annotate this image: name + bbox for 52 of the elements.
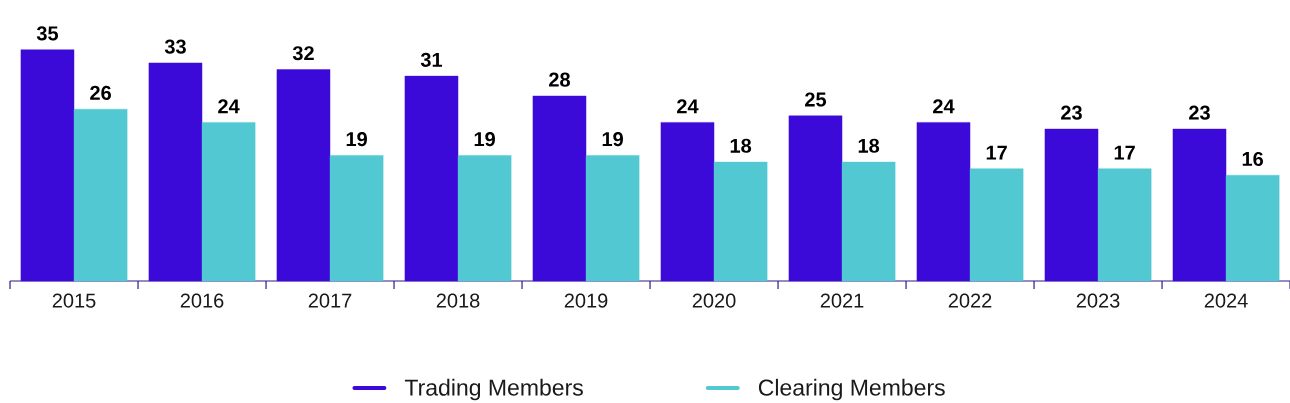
x-tick-label: 2020 — [692, 293, 736, 308]
bar — [585, 155, 640, 282]
data-label: 24 — [933, 99, 955, 114]
legend-label: Trading Members — [404, 378, 583, 401]
x-tick-label: 2021 — [820, 293, 864, 308]
data-label: 17 — [1114, 145, 1135, 160]
data-label: 28 — [549, 72, 570, 87]
data-label: 33 — [164, 39, 186, 54]
data-label: 31 — [420, 52, 443, 67]
bar — [276, 69, 331, 282]
bar — [1225, 175, 1280, 282]
bar — [457, 155, 512, 282]
bar — [713, 161, 768, 282]
bar — [969, 168, 1024, 282]
data-label: 18 — [730, 138, 752, 153]
x-tick-label: 2018 — [436, 293, 480, 308]
data-label: 19 — [474, 132, 495, 147]
data-label: 18 — [858, 138, 880, 153]
bar — [148, 62, 203, 282]
data-label: 19 — [346, 132, 367, 147]
bar — [404, 75, 459, 282]
bar — [201, 122, 256, 282]
bar — [916, 122, 971, 282]
data-label: 23 — [1189, 105, 1210, 120]
x-tick-label: 2017 — [308, 293, 352, 308]
bar — [660, 122, 715, 282]
data-label: 26 — [90, 85, 111, 100]
bar — [1097, 168, 1152, 282]
data-label: 23 — [1061, 105, 1082, 120]
x-tick-label: 2015 — [52, 293, 96, 308]
x-tick-label: 2023 — [1076, 293, 1120, 308]
x-tick-label: 2022 — [948, 293, 992, 308]
x-tick-label: 2016 — [180, 293, 224, 308]
bar — [532, 95, 587, 282]
data-label: 24 — [218, 99, 240, 114]
bar — [788, 115, 843, 282]
bar — [1044, 128, 1099, 282]
bar — [73, 108, 128, 282]
x-tick-label: 2024 — [1204, 293, 1248, 308]
data-label: 17 — [986, 145, 1007, 160]
data-label: 32 — [292, 46, 314, 61]
data-label: 19 — [602, 132, 623, 147]
bar — [841, 161, 896, 282]
data-label: 35 — [36, 26, 59, 41]
bar — [329, 155, 384, 282]
data-label: 24 — [677, 99, 699, 114]
bar — [1172, 128, 1227, 282]
bar — [20, 49, 75, 282]
data-label: 16 — [1242, 151, 1264, 167]
legend-label: Clearing Members — [758, 378, 945, 401]
data-label: 25 — [805, 92, 827, 107]
x-tick-label: 2019 — [564, 293, 608, 308]
